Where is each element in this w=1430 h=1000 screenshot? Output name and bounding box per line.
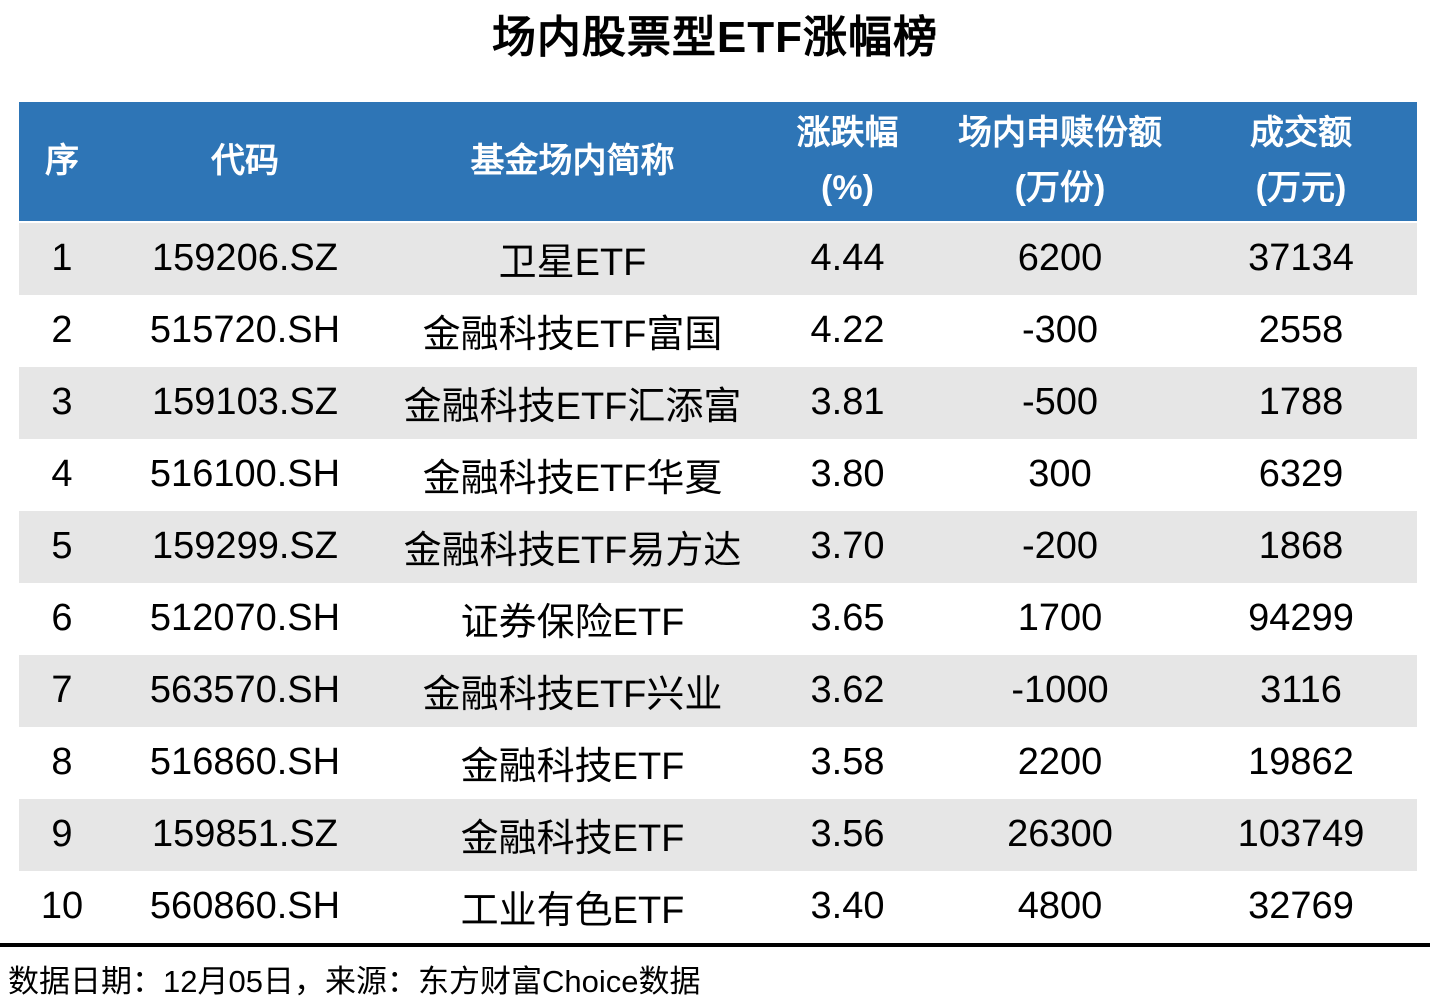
cell-turnover: 103749 (1237, 813, 1365, 856)
table-row: 10 560860.SH 工业有色ETF 3.40 4800 32769 (19, 870, 1417, 943)
cell-change-pct: 3.58 (810, 741, 885, 784)
cell-turnover: 94299 (1248, 597, 1354, 640)
cell-turnover: 37134 (1248, 237, 1354, 280)
cell-seq: 6 (51, 597, 73, 640)
cell-seq: 7 (51, 669, 73, 712)
cell-turnover: 3116 (1260, 669, 1342, 712)
column-header-shares-unit: (万份) (1014, 169, 1106, 208)
column-header-change-pct-label: 涨跌幅 (796, 114, 899, 153)
cell-seq: 9 (51, 813, 73, 856)
table-row: 6 512070.SH 证券保险ETF 3.65 1700 94299 (19, 582, 1417, 655)
cell-fund-name: 金融科技ETF兴业 (422, 674, 723, 717)
table-row: 3 159103.SZ 金融科技ETF汇添富 3.81 -500 1788 (19, 366, 1417, 439)
cell-turnover: 1868 (1258, 525, 1344, 568)
cell-turnover: 6329 (1258, 453, 1344, 496)
cell-change-pct: 3.65 (810, 597, 885, 640)
cell-fund-name: 工业有色ETF (460, 890, 685, 933)
cell-fund-name: 金融科技ETF (460, 818, 685, 861)
cell-fund-name: 金融科技ETF汇添富 (403, 386, 742, 429)
cell-shares: -500 (1021, 381, 1099, 424)
cell-turnover: 19862 (1248, 741, 1354, 784)
cell-code: 159851.SZ (152, 813, 338, 856)
column-header-change-pct-unit: (%) (821, 169, 874, 208)
data-source-note: 数据日期：12月05日，来源：东方财富Choice数据 (8, 963, 701, 999)
column-header-shares: 场内申赎份额 (万份) (935, 102, 1185, 221)
etf-table: 序 代码 基金场内简称 涨跌幅 (%) 场内申赎份额 (万份) 成交额 (万元)… (19, 101, 1417, 943)
column-header-fund-name: 基金场内简称 (385, 102, 760, 221)
cell-seq: 1 (51, 237, 73, 280)
cell-change-pct: 3.70 (810, 525, 885, 568)
cell-change-pct: 3.81 (810, 381, 885, 424)
table-header-row: 序 代码 基金场内简称 涨跌幅 (%) 场内申赎份额 (万份) 成交额 (万元) (19, 101, 1417, 223)
cell-code: 563570.SH (149, 669, 341, 712)
cell-change-pct: 3.62 (810, 669, 885, 712)
cell-seq: 5 (51, 525, 73, 568)
cell-seq: 8 (51, 741, 73, 784)
column-header-code: 代码 (105, 102, 385, 221)
cell-fund-name: 证券保险ETF (460, 602, 685, 645)
cell-shares: -1000 (1011, 669, 1109, 712)
cell-change-pct: 3.56 (810, 813, 885, 856)
cell-change-pct: 3.80 (810, 453, 885, 496)
column-header-turnover-unit: (万元) (1255, 169, 1347, 208)
cell-seq: 10 (40, 885, 84, 928)
table-body: 1 159206.SZ 卫星ETF 4.44 6200 37134 2 5157… (19, 222, 1417, 943)
table-row: 7 563570.SH 金融科技ETF兴业 3.62 -1000 3116 (19, 654, 1417, 727)
column-header-seq: 序 (19, 102, 105, 221)
page-title: 场内股票型ETF涨幅榜 (491, 13, 939, 62)
cell-shares: -300 (1021, 309, 1099, 352)
cell-shares: 300 (1028, 453, 1092, 496)
cell-code: 512070.SH (149, 597, 341, 640)
table-row: 9 159851.SZ 金融科技ETF 3.56 26300 103749 (19, 798, 1417, 871)
cell-code: 515720.SH (149, 309, 341, 352)
cell-shares: -200 (1021, 525, 1099, 568)
cell-code: 516860.SH (149, 741, 341, 784)
cell-seq: 4 (51, 453, 73, 496)
column-header-shares-label: 场内申赎份额 (958, 114, 1162, 153)
cell-turnover: 2558 (1258, 309, 1344, 352)
table-row: 2 515720.SH 金融科技ETF富国 4.22 -300 2558 (19, 294, 1417, 367)
table-row: 1 159206.SZ 卫星ETF 4.44 6200 37134 (19, 222, 1417, 295)
cell-change-pct: 4.44 (810, 237, 885, 280)
cell-code: 159206.SZ (152, 237, 338, 280)
cell-fund-name: 金融科技ETF华夏 (422, 458, 723, 501)
cell-code: 560860.SH (149, 885, 341, 928)
cell-shares: 4800 (1017, 885, 1103, 928)
column-header-fund-name-label: 基金场内简称 (470, 141, 675, 180)
cell-change-pct: 4.22 (810, 309, 885, 352)
column-header-code-label: 代码 (211, 141, 279, 180)
column-header-seq-label: 序 (45, 141, 79, 180)
cell-fund-name: 金融科技ETF富国 (422, 314, 723, 357)
cell-code: 159103.SZ (152, 381, 338, 424)
cell-code: 516100.SH (149, 453, 341, 496)
column-header-turnover-label: 成交额 (1250, 114, 1352, 153)
cell-fund-name: 卫星ETF (498, 242, 647, 285)
table-row: 5 159299.SZ 金融科技ETF易方达 3.70 -200 1868 (19, 510, 1417, 583)
cell-seq: 3 (51, 381, 73, 424)
cell-turnover: 32769 (1248, 885, 1354, 928)
cell-shares: 1700 (1017, 597, 1103, 640)
cell-shares: 26300 (1007, 813, 1113, 856)
table-row: 8 516860.SH 金融科技ETF 3.58 2200 19862 (19, 726, 1417, 799)
column-header-change-pct: 涨跌幅 (%) (760, 102, 935, 221)
cell-shares: 6200 (1017, 237, 1103, 280)
cell-fund-name: 金融科技ETF易方达 (403, 530, 742, 573)
divider (0, 942, 1430, 947)
column-header-turnover: 成交额 (万元) (1185, 102, 1417, 221)
cell-shares: 2200 (1017, 741, 1103, 784)
cell-code: 159299.SZ (152, 525, 338, 568)
cell-change-pct: 3.40 (810, 885, 885, 928)
cell-fund-name: 金融科技ETF (460, 746, 685, 789)
table-row: 4 516100.SH 金融科技ETF华夏 3.80 300 6329 (19, 438, 1417, 511)
cell-turnover: 1788 (1258, 381, 1344, 424)
cell-seq: 2 (51, 309, 73, 352)
